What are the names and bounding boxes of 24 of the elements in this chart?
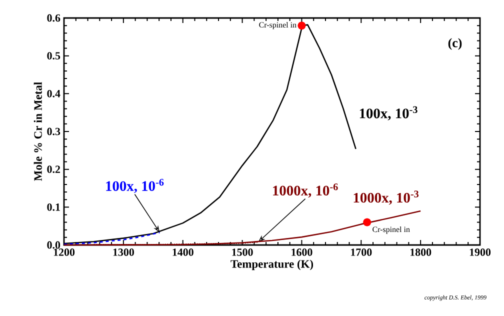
line-series [63, 232, 160, 245]
text: 1000x, 10$^{-6}$ [273, 183, 338, 198]
x-tick-label: 1900 [470, 248, 491, 256]
x-axis-title: Temperature (K) [230, 260, 314, 270]
series-label: 100x, 10$^{-3}$ [360, 106, 418, 120]
x-tick-label: 1200 [54, 248, 75, 256]
y-tick-label: 0.0 [47, 241, 60, 249]
x-tick-label: 1400 [172, 248, 194, 256]
x-tick-label: 1700 [351, 248, 372, 256]
series-label: 1000x, 10$^{-3}$ [354, 190, 419, 205]
x-tick-label: 1500 [232, 248, 253, 256]
y-tick-label: 0.1 [47, 203, 60, 211]
text: 100x, 10$^{-6}$ [106, 178, 164, 194]
x-tick-label: 1300 [113, 248, 134, 256]
y-tick-label: 0.5 [47, 52, 60, 60]
x-tick-label: 1800 [410, 248, 432, 256]
y-tick-label: 0.3 [47, 128, 60, 136]
annotation: (c) [448, 38, 462, 50]
x-tick-label: 1600 [292, 248, 312, 256]
y-tick-label: 0.6 [47, 14, 60, 22]
y-axis-title: Mole % Cr in Metal [34, 82, 42, 181]
y-tick-label: 0.2 [47, 166, 60, 174]
y-tick-label: 0.4 [47, 90, 60, 98]
line-series [63, 210, 422, 246]
